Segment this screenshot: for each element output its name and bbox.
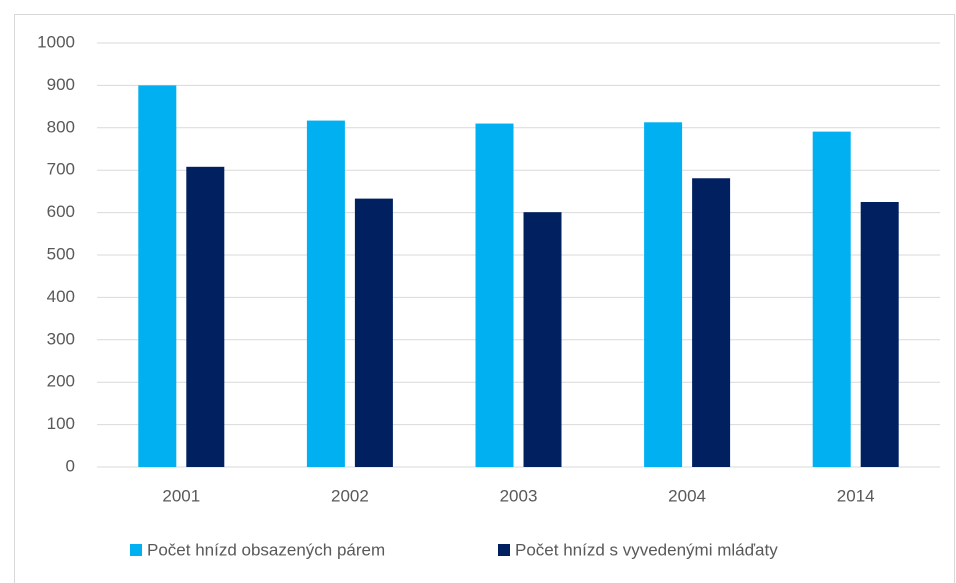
y-tick-label: 500 bbox=[47, 244, 75, 263]
x-tick-label: 2002 bbox=[331, 486, 369, 505]
y-tick-label: 1000 bbox=[37, 32, 75, 51]
legend-label: Počet hnízd obsazených párem bbox=[147, 540, 385, 559]
x-tick-label: 2003 bbox=[500, 486, 538, 505]
bar bbox=[812, 131, 851, 467]
bar bbox=[306, 120, 345, 467]
x-tick-label: 2001 bbox=[162, 486, 200, 505]
bar bbox=[692, 178, 731, 468]
bar bbox=[354, 198, 393, 467]
x-tick-label: 2004 bbox=[668, 486, 706, 505]
y-tick-label: 0 bbox=[66, 456, 75, 475]
y-tick-label: 400 bbox=[47, 287, 75, 306]
y-tick-label: 900 bbox=[47, 75, 75, 94]
bar bbox=[860, 202, 899, 467]
bar bbox=[186, 166, 225, 468]
legend-swatch bbox=[130, 544, 142, 556]
bar bbox=[138, 85, 177, 468]
bar bbox=[644, 122, 683, 468]
y-tick-label: 200 bbox=[47, 372, 75, 391]
y-tick-label: 100 bbox=[47, 414, 75, 433]
y-tick-label: 300 bbox=[47, 329, 75, 348]
x-tick-label: 2014 bbox=[837, 486, 875, 505]
bar bbox=[523, 212, 562, 467]
legend-swatch bbox=[498, 544, 510, 556]
legend-label: Počet hnízd s vyvedenými mláďaty bbox=[515, 540, 778, 559]
y-tick-label: 700 bbox=[47, 160, 75, 179]
y-tick-label: 800 bbox=[47, 117, 75, 136]
bar bbox=[475, 123, 514, 467]
y-tick-label: 600 bbox=[47, 202, 75, 221]
